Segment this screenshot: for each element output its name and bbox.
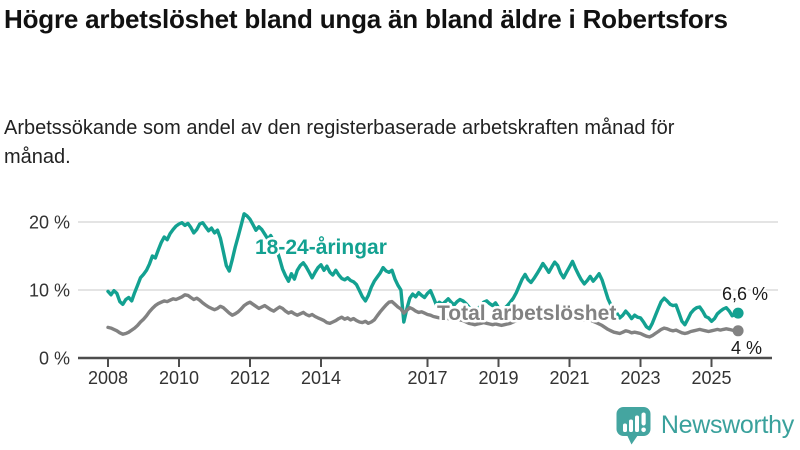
x-tick-label: 2008 — [88, 368, 128, 388]
unemployment-line-chart: 20 % 10 % 0 % 2008 2010 2012 2014 2017 2019 2021 2… — [29, 212, 778, 388]
logo-bar-1 — [622, 423, 627, 432]
series-end-dot-0 — [732, 307, 744, 319]
end-value-youth: 6,6 % — [722, 284, 768, 304]
y-tick-label: 20 % — [29, 213, 70, 233]
chart-area: 20 % 10 % 0 % 2008 2010 2012 2014 2017 2019 2021 2… — [0, 188, 800, 408]
logo-bubble-tail — [626, 435, 638, 445]
x-tick-label: 2017 — [407, 368, 447, 388]
page-title: Högre arbetslöshet bland unga än bland ä… — [4, 4, 728, 34]
series-label-total: Total arbetslöshet — [437, 302, 616, 325]
end-value-total: 4 % — [731, 338, 762, 358]
brand-name: Newsworthy — [660, 411, 794, 439]
series-line-1 — [106, 293, 740, 339]
x-tick-label: 2012 — [230, 368, 270, 388]
logo-bar-2 — [628, 419, 633, 432]
y-tick-label: 0 % — [39, 349, 70, 369]
series-lines-group — [106, 212, 740, 339]
series-line-0 — [106, 212, 740, 331]
x-tick-label: 2023 — [620, 368, 660, 388]
y-tick-label: 10 % — [29, 281, 70, 301]
chart-subtitle: Arbetssökande som andel av den registerb… — [4, 117, 675, 168]
gridlines-group — [78, 221, 778, 291]
series-label-youth: 18-24-åringar — [255, 236, 387, 259]
x-tick-label: 2021 — [549, 368, 589, 388]
bar-chart-speech-bubble-icon — [616, 407, 651, 445]
series-end-dot-1 — [732, 325, 744, 337]
logo-exclamation-dot — [641, 427, 646, 433]
x-tick-label: 2010 — [159, 368, 199, 388]
end-dots-group — [732, 307, 744, 337]
logo-bar-3 — [634, 415, 639, 432]
axis-group: 20 % 10 % 0 % 2008 2010 2012 2014 2017 2019 2021 2… — [29, 213, 772, 388]
x-tick-label: 2014 — [301, 368, 341, 388]
newsworthy-logo: Newsworthy — [615, 406, 794, 445]
x-tick-label: 2019 — [478, 368, 518, 388]
logo-exclamation-bar — [641, 412, 646, 426]
x-tick-label: 2025 — [691, 368, 731, 388]
